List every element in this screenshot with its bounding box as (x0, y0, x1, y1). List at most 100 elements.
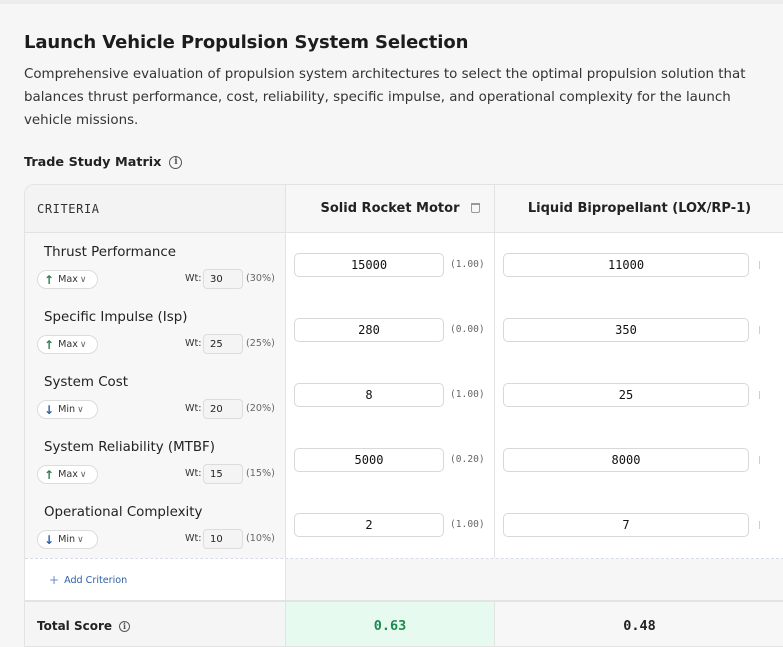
chevron-down-icon: ∨ (79, 469, 87, 480)
score-cell: 11000 (494, 233, 783, 298)
direction-select[interactable]: ↓ Min ∨ (37, 400, 98, 419)
criterion-row-operational-complexity: Operational Complexity ↓ Min ∨ Wt: 10 (1… (25, 493, 783, 558)
option-header-liquid-bipropellant: Liquid Bipropellant (LOX/RP-1) (494, 185, 783, 233)
criterion-cell: System Cost ↓ Min ∨ Wt: 20 (20%) (25, 363, 285, 428)
weight-label: Wt: (185, 338, 202, 349)
add-criterion-row: + Add Criterion (25, 558, 783, 601)
criteria-column-header: CRITERIA (25, 185, 285, 233)
criterion-row-specific-impulse: Specific Impulse (Isp) ↑ Max ∨ Wt: 25 (2… (25, 298, 783, 363)
score-cell: 350 (494, 298, 783, 363)
truncated-marker (759, 456, 763, 464)
score-cell: 7 (494, 493, 783, 558)
add-row-filler (285, 559, 783, 601)
weight-percent: (25%) (246, 338, 275, 349)
section-header: Trade Study Matrix i (24, 155, 183, 170)
criterion-name: System Reliability (MTBF) (44, 440, 215, 455)
criterion-cell: Operational Complexity ↓ Min ∨ Wt: 10 (1… (25, 493, 285, 558)
truncated-marker (759, 521, 763, 529)
option-header-solid-rocket-motor: Solid Rocket Motor (285, 185, 494, 233)
trade-study-matrix: CRITERIA Solid Rocket Motor Liquid Bipro… (24, 184, 783, 647)
weight-input[interactable]: 15 (203, 464, 243, 484)
score-cell: 25 (494, 363, 783, 428)
option-name: Solid Rocket Motor (320, 201, 460, 216)
truncated-marker (759, 326, 763, 334)
direction-label: Min (58, 404, 76, 415)
weight-percent: (20%) (246, 403, 275, 414)
direction-label: Max (58, 469, 78, 480)
chevron-down-icon: ∨ (79, 339, 87, 350)
score-cell: 8000 (494, 428, 783, 493)
chevron-down-icon: ∨ (79, 274, 87, 285)
trash-icon[interactable] (471, 203, 480, 213)
option-name: Liquid Bipropellant (LOX/RP-1) (527, 201, 752, 216)
normalized-score: (1.00) (450, 259, 485, 270)
score-cell: 15000 (1.00) (285, 233, 494, 298)
weight-percent: (15%) (246, 468, 275, 479)
direction-select[interactable]: ↑ Max ∨ (37, 335, 98, 354)
weight-percent: (30%) (246, 273, 275, 284)
arrow-up-icon: ↑ (44, 337, 55, 352)
criterion-name: Thrust Performance (44, 245, 176, 260)
direction-select[interactable]: ↑ Max ∨ (37, 270, 98, 289)
weight-input[interactable]: 10 (203, 529, 243, 549)
value-input[interactable]: 2 (294, 513, 444, 537)
value-input[interactable]: 5000 (294, 448, 444, 472)
value-input[interactable]: 8 (294, 383, 444, 407)
value-input[interactable]: 15000 (294, 253, 444, 277)
weight-input[interactable]: 25 (203, 334, 243, 354)
arrow-down-icon: ↓ (44, 402, 55, 417)
value-input[interactable]: 280 (294, 318, 444, 342)
value-input[interactable]: 7 (503, 513, 749, 537)
add-criterion-cell: + Add Criterion (25, 559, 285, 601)
total-score: 0.48 (494, 602, 783, 646)
score-cell: 5000 (0.20) (285, 428, 494, 493)
value-input[interactable]: 8000 (503, 448, 749, 472)
weight-label: Wt: (185, 533, 202, 544)
score-cell: 2 (1.00) (285, 493, 494, 558)
direction-select[interactable]: ↓ Min ∨ (37, 530, 98, 549)
value-input[interactable]: 11000 (503, 253, 749, 277)
criterion-cell: Thrust Performance ↑ Max ∨ Wt: 30 (30%) (25, 233, 285, 298)
normalized-score: (0.20) (450, 454, 485, 465)
arrow-up-icon: ↑ (44, 272, 55, 287)
info-icon[interactable]: i (119, 620, 131, 632)
direction-label: Max (58, 339, 78, 350)
total-score-label-cell: Total Score i (25, 602, 285, 646)
total-score-best: 0.63 (285, 602, 494, 646)
truncated-marker (759, 261, 763, 269)
normalized-score: (1.00) (450, 389, 485, 400)
value-input[interactable]: 350 (503, 318, 749, 342)
criterion-row-thrust-performance: Thrust Performance ↑ Max ∨ Wt: 30 (30%) … (25, 233, 783, 298)
weight-label: Wt: (185, 273, 202, 284)
total-score-label: Total Score (37, 619, 113, 633)
weight-input[interactable]: 20 (203, 399, 243, 419)
score-cell: 280 (0.00) (285, 298, 494, 363)
info-icon[interactable]: i (169, 156, 183, 169)
normalized-score: (0.00) (450, 324, 485, 335)
criterion-name: Operational Complexity (44, 505, 203, 520)
criterion-cell: Specific Impulse (Isp) ↑ Max ∨ Wt: 25 (2… (25, 298, 285, 363)
page-title: Launch Vehicle Propulsion System Selecti… (24, 32, 469, 53)
weight-label: Wt: (185, 468, 202, 479)
arrow-up-icon: ↑ (44, 467, 55, 482)
score-cell: 8 (1.00) (285, 363, 494, 428)
direction-select[interactable]: ↑ Max ∨ (37, 465, 98, 484)
direction-label: Min (58, 534, 76, 545)
weight-percent: (10%) (246, 533, 275, 544)
value-input[interactable]: 25 (503, 383, 749, 407)
criterion-name: System Cost (44, 375, 128, 390)
normalized-score: (1.00) (450, 519, 485, 530)
direction-label: Max (58, 274, 78, 285)
criterion-row-system-reliability: System Reliability (MTBF) ↑ Max ∨ Wt: 15… (25, 428, 783, 493)
weight-label: Wt: (185, 403, 202, 414)
section-title: Trade Study Matrix (24, 155, 162, 170)
chevron-down-icon: ∨ (77, 404, 84, 415)
weight-input[interactable]: 30 (203, 269, 243, 289)
add-criterion-label: Add Criterion (64, 574, 128, 586)
chevron-down-icon: ∨ (77, 534, 84, 545)
truncated-marker (759, 391, 763, 399)
add-criterion-button[interactable]: + Add Criterion (49, 573, 127, 587)
criterion-cell: System Reliability (MTBF) ↑ Max ∨ Wt: 15… (25, 428, 285, 493)
plus-icon: + (49, 573, 60, 587)
top-bar (0, 0, 783, 4)
